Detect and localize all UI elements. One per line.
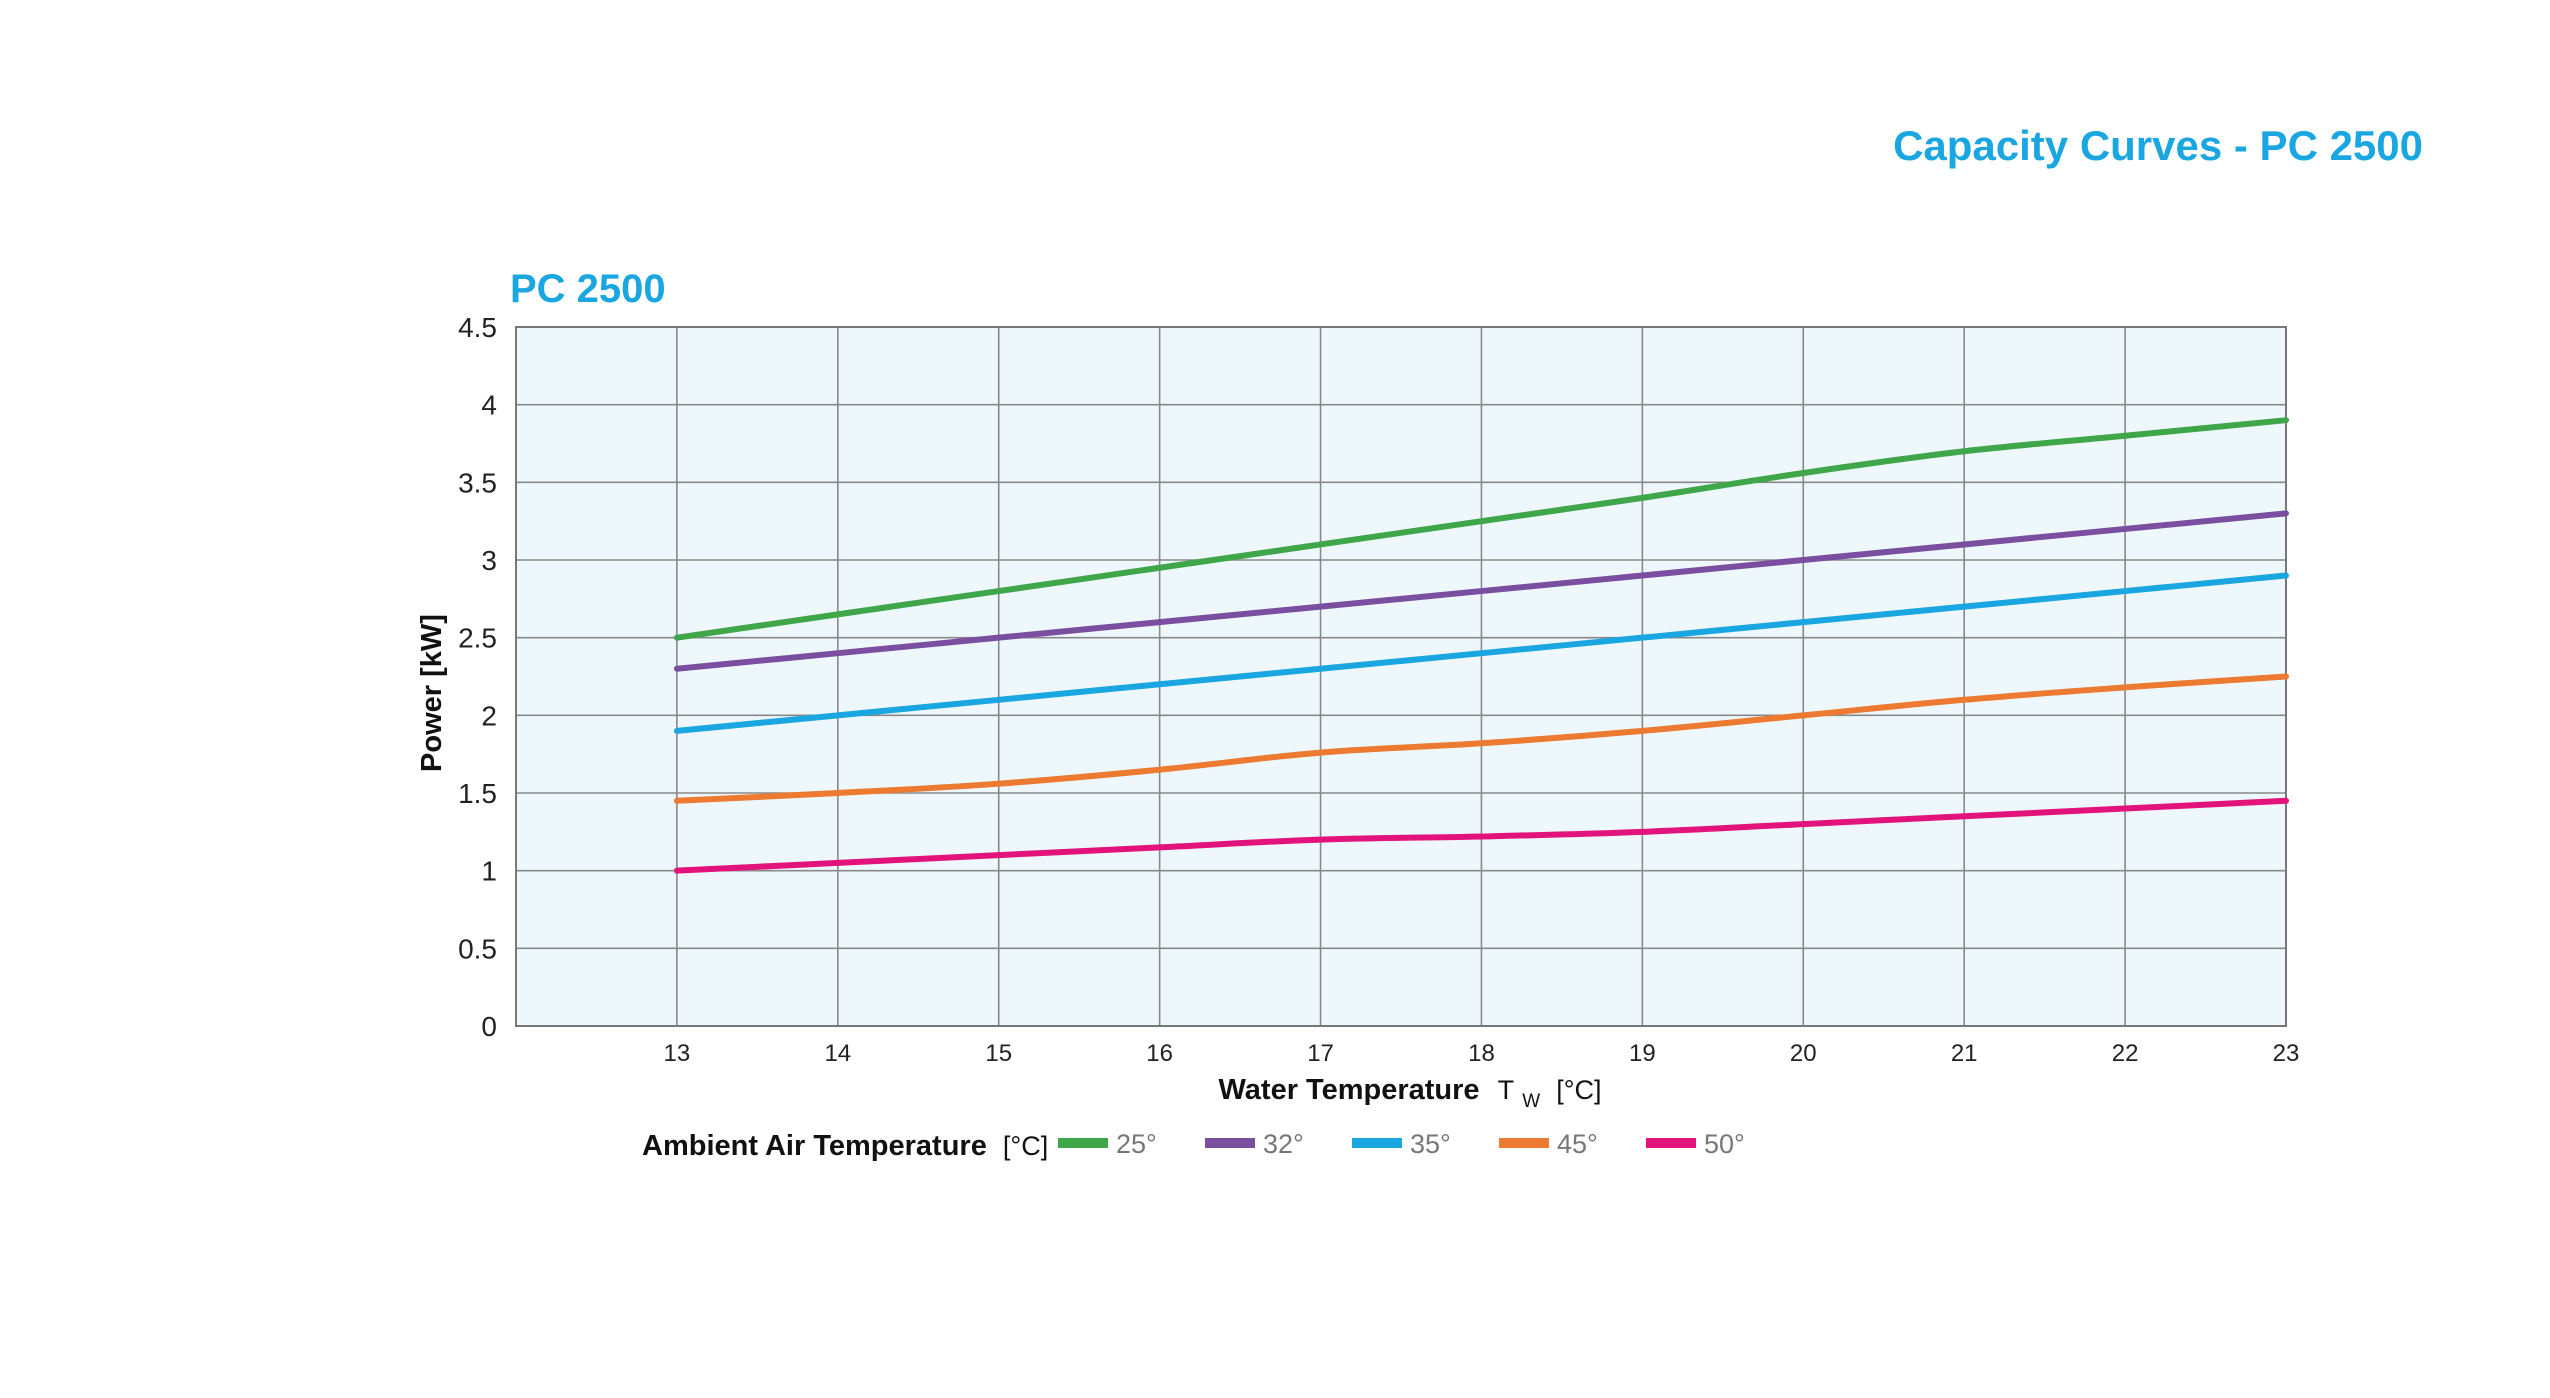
series-line-1 bbox=[673, 417, 2289, 641]
x-tick-label: 21 bbox=[1951, 1040, 1978, 1067]
y-axis-title: Power [kW] bbox=[416, 614, 448, 772]
y-tick-label: 0.5 bbox=[458, 933, 497, 964]
y-tick-label: 0 bbox=[481, 1011, 497, 1042]
legend-label: 50° bbox=[1704, 1129, 1745, 1159]
series-lines bbox=[673, 417, 2289, 874]
legend-label: 35° bbox=[1410, 1129, 1451, 1159]
legend-item: 50° bbox=[1646, 1129, 1745, 1159]
x-tick-label: 16 bbox=[1146, 1040, 1173, 1067]
x-axis-ticks: 13 14 15 16 17 18 19 20 21 22 23 bbox=[664, 1040, 2300, 1067]
legend-swatch bbox=[1058, 1138, 1108, 1148]
chart-title: PC 2500 bbox=[510, 267, 666, 311]
legend-swatch bbox=[1205, 1138, 1255, 1148]
y-axis-ticks: 0 0.5 1 1.5 2 2.5 3 3.5 4 4.5 bbox=[458, 312, 497, 1042]
page-title: Capacity Curves - PC 2500 bbox=[1893, 122, 2423, 169]
legend-item: 32° bbox=[1205, 1129, 1304, 1159]
legend-swatch bbox=[1352, 1138, 1402, 1148]
legend: Ambient Air Temperature [°C] 25° 32° 35° 45… bbox=[642, 1129, 1745, 1162]
x-axis-title: Water Temperature T W [°C] bbox=[1218, 1074, 1601, 1114]
series-line-4 bbox=[673, 673, 2289, 804]
y-tick-label: 4.5 bbox=[458, 312, 497, 343]
x-tick-label: 20 bbox=[1790, 1040, 1817, 1067]
legend-items: 25° 32° 35° 45° 50° bbox=[1058, 1129, 1745, 1159]
legend-title: Ambient Air Temperature [°C] bbox=[642, 1130, 1048, 1162]
x-tick-label: 18 bbox=[1468, 1040, 1495, 1067]
legend-swatch bbox=[1646, 1138, 1696, 1148]
legend-label: 45° bbox=[1557, 1129, 1598, 1159]
series-line-5 bbox=[673, 797, 2289, 874]
series-line-2 bbox=[673, 510, 2289, 672]
legend-swatch bbox=[1499, 1138, 1549, 1148]
x-tick-label: 17 bbox=[1307, 1040, 1334, 1067]
series-line-3 bbox=[673, 572, 2289, 734]
legend-label: 32° bbox=[1263, 1129, 1304, 1159]
x-axis-subscript: W bbox=[1522, 1091, 1540, 1112]
x-tick-label: 22 bbox=[2112, 1040, 2139, 1067]
plot-area bbox=[516, 327, 2286, 1026]
legend-item: 25° bbox=[1058, 1129, 1157, 1159]
x-axis-symbol: T bbox=[1498, 1075, 1515, 1105]
x-axis-title-text: Water Temperature bbox=[1218, 1074, 1479, 1106]
legend-title-unit: [°C] bbox=[1003, 1131, 1048, 1161]
y-tick-label: 3 bbox=[481, 545, 497, 576]
x-tick-label: 15 bbox=[985, 1040, 1012, 1067]
x-tick-label: 23 bbox=[2273, 1040, 2300, 1067]
y-tick-label: 3.5 bbox=[458, 467, 497, 498]
x-tick-label: 14 bbox=[824, 1040, 851, 1067]
legend-item: 45° bbox=[1499, 1129, 1598, 1159]
x-axis-unit: [°C] bbox=[1556, 1075, 1601, 1105]
y-tick-label: 2.5 bbox=[458, 623, 497, 654]
y-tick-label: 1 bbox=[481, 856, 497, 887]
y-tick-label: 4 bbox=[481, 390, 497, 421]
y-tick-label: 1.5 bbox=[458, 778, 497, 809]
legend-title-text: Ambient Air Temperature bbox=[642, 1130, 987, 1162]
legend-item: 35° bbox=[1352, 1129, 1451, 1159]
x-tick-label: 13 bbox=[664, 1040, 691, 1067]
y-tick-label: 2 bbox=[481, 700, 497, 731]
x-tick-label: 19 bbox=[1629, 1040, 1656, 1067]
legend-label: 25° bbox=[1116, 1129, 1157, 1159]
